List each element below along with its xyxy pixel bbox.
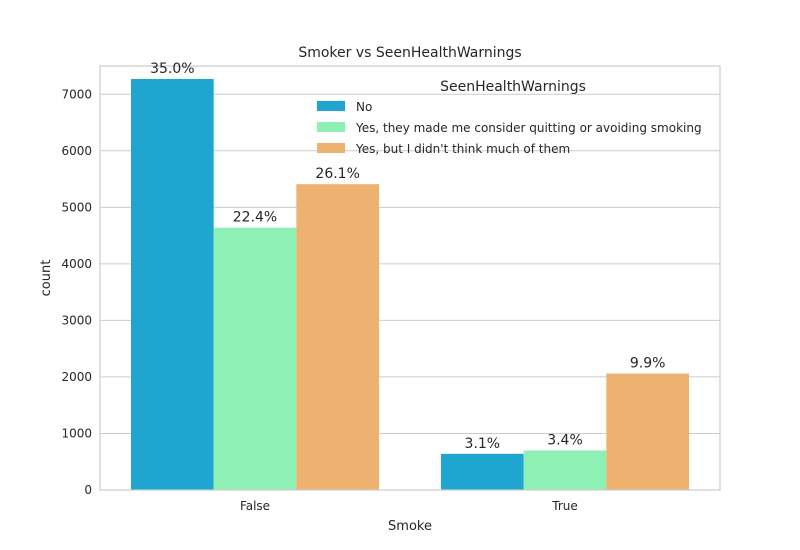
bar bbox=[213, 227, 297, 490]
bar bbox=[606, 373, 689, 490]
x-axis-ticks: False True bbox=[240, 499, 578, 513]
bar bbox=[441, 453, 524, 490]
y-tick-label: 1000 bbox=[61, 426, 92, 440]
y-tick-label: 7000 bbox=[61, 87, 92, 101]
legend-swatch bbox=[317, 143, 345, 153]
bar bbox=[523, 450, 607, 490]
legend-label: No bbox=[356, 100, 372, 114]
x-tick-label: True bbox=[551, 499, 578, 513]
y-tick-label: 6000 bbox=[61, 144, 92, 158]
bar-value-label: 9.9% bbox=[630, 356, 666, 372]
bars bbox=[131, 79, 689, 490]
x-tick-label: False bbox=[240, 499, 270, 513]
y-tick-label: 2000 bbox=[61, 370, 92, 384]
bar bbox=[131, 79, 214, 490]
bar-value-label: 3.1% bbox=[465, 436, 501, 452]
y-tick-label: 4000 bbox=[61, 257, 92, 271]
data-labels: 35.0% 22.4% 26.1% 3.1% 3.4% 9.9% bbox=[150, 61, 665, 452]
y-axis-ticks: 0 1000 2000 3000 4000 5000 6000 7000 bbox=[61, 87, 92, 497]
legend-label: Yes, but I didn't think much of them bbox=[355, 142, 570, 156]
legend-label: Yes, they made me consider quitting or a… bbox=[355, 121, 702, 135]
y-axis-label: count bbox=[39, 260, 54, 297]
bar-value-label: 26.1% bbox=[315, 166, 359, 182]
bar-value-label: 35.0% bbox=[150, 61, 194, 77]
chart-title: Smoker vs SeenHealthWarnings bbox=[298, 45, 521, 61]
legend: SeenHealthWarnings No Yes, they made me c… bbox=[317, 79, 702, 156]
y-tick-label: 5000 bbox=[61, 200, 92, 214]
legend-swatch bbox=[317, 101, 345, 111]
legend-title: SeenHealthWarnings bbox=[440, 79, 586, 95]
y-tick-label: 3000 bbox=[61, 313, 92, 327]
legend-items: No Yes, they made me consider quitting or… bbox=[317, 100, 702, 156]
bar bbox=[296, 184, 379, 490]
bar-value-label: 22.4% bbox=[233, 210, 277, 226]
x-axis-label: Smoke bbox=[388, 519, 432, 534]
y-tick-label: 0 bbox=[84, 483, 92, 497]
legend-swatch bbox=[317, 122, 345, 132]
bar-value-label: 3.4% bbox=[547, 432, 583, 448]
plot-frame bbox=[99, 65, 721, 491]
